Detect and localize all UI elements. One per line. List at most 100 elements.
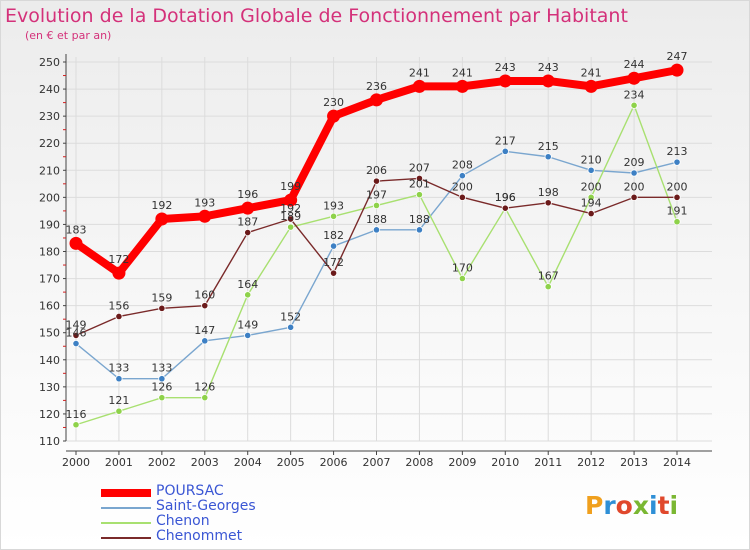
data-label: 215	[538, 140, 559, 153]
legend-label: Chenon	[156, 513, 210, 529]
data-point	[630, 193, 638, 201]
data-point	[670, 63, 684, 77]
data-label: 121	[108, 394, 129, 407]
data-point	[415, 174, 424, 183]
data-point	[544, 283, 552, 291]
data-label: 170	[452, 262, 473, 275]
data-point	[284, 193, 298, 207]
y-tick-label: 170	[39, 273, 60, 286]
legend-label: Chenommet	[156, 528, 243, 544]
data-label: 133	[151, 362, 172, 375]
data-point	[287, 323, 295, 331]
data-label: 146	[66, 327, 87, 340]
logo-letter: P	[585, 491, 604, 520]
y-tick-label: 250	[39, 56, 60, 69]
line-chart: 110 120 130 140 150 160 170 180 190 200 210 220 230 2…	[39, 50, 712, 469]
data-label: 183	[66, 223, 87, 236]
data-label: 201	[409, 178, 430, 191]
logo-letter: i	[669, 491, 679, 520]
x-tick-label: 2011	[534, 456, 562, 469]
y-tick-label: 130	[39, 381, 60, 394]
x-tick-label: 2006	[320, 456, 348, 469]
data-label: 187	[237, 216, 258, 229]
data-point	[115, 375, 123, 383]
x-tick-label: 2003	[191, 456, 219, 469]
data-point	[201, 337, 209, 345]
x-tick-label: 2013	[620, 456, 648, 469]
data-point	[241, 201, 255, 215]
data-label: 247	[667, 50, 688, 63]
data-label: 241	[581, 66, 602, 79]
data-label: 193	[323, 199, 344, 212]
legend-swatch	[101, 507, 151, 509]
axes: 110 120 130 140 150 160 170 180 190 200 210 220 230 2…	[39, 54, 712, 469]
data-label: 149	[66, 318, 87, 331]
data-point	[544, 199, 552, 207]
data-label: 208	[452, 159, 473, 172]
data-point	[673, 158, 681, 166]
data-label: 217	[495, 134, 516, 147]
data-point	[673, 218, 681, 226]
data-point	[412, 79, 426, 93]
data-label: 194	[581, 197, 602, 210]
data-point	[630, 169, 638, 177]
data-label: 241	[409, 66, 430, 79]
data-label: 152	[280, 310, 301, 323]
data-label: 200	[452, 180, 473, 193]
data-label: 196	[237, 188, 258, 201]
data-point	[115, 407, 123, 415]
data-label: 197	[366, 188, 387, 201]
data-point	[673, 193, 681, 201]
y-tick-label: 210	[39, 164, 60, 177]
logo-letter: t	[657, 491, 670, 520]
data-label: 133	[108, 362, 129, 375]
data-point	[327, 109, 341, 123]
data-point	[370, 93, 383, 107]
legend-swatch	[101, 522, 151, 524]
data-label: 126	[151, 381, 172, 394]
data-label: 156	[108, 299, 129, 312]
data-point	[458, 172, 466, 180]
y-tick-label: 120	[39, 408, 60, 421]
x-tick-label: 2005	[277, 456, 305, 469]
y-tick-label: 140	[39, 354, 60, 367]
x-tick-label: 2010	[491, 456, 519, 469]
data-label: 200	[667, 180, 688, 193]
data-label: 188	[366, 213, 387, 226]
x-tick-label: 2009	[448, 456, 476, 469]
x-tick-label: 2001	[105, 456, 133, 469]
data-label: 160	[194, 289, 215, 302]
data-label: 192	[151, 199, 172, 212]
data-label: 243	[538, 61, 559, 74]
data-label: 126	[194, 381, 215, 394]
data-point	[501, 147, 509, 155]
data-label: 147	[194, 324, 215, 337]
data-point	[201, 302, 209, 310]
data-point	[587, 210, 595, 218]
data-label: 188	[409, 213, 430, 226]
data-point	[501, 204, 509, 212]
data-label: 191	[667, 205, 688, 218]
chart-subtitle: (en € et par an)	[25, 29, 112, 42]
legend-label: Saint-Georges	[156, 498, 256, 514]
data-point	[201, 394, 209, 402]
data-point	[244, 228, 252, 237]
data-point	[544, 153, 552, 161]
data-point	[630, 101, 638, 109]
data-label: 206	[366, 164, 387, 177]
x-tick-label: 2012	[577, 456, 605, 469]
logo-letter: i	[649, 491, 658, 520]
data-point	[287, 215, 295, 223]
data-point	[329, 269, 338, 277]
x-tick-label: 2007	[363, 456, 391, 469]
data-point	[587, 193, 595, 201]
data-label: 196	[495, 191, 516, 204]
y-tick-label: 200	[39, 191, 60, 204]
data-point	[458, 274, 466, 283]
legend-label: POURSAC	[156, 483, 224, 499]
data-label: 182	[323, 229, 344, 242]
data-point	[72, 339, 80, 348]
x-tick-label: 2002	[148, 456, 176, 469]
logo-letter: r	[603, 491, 616, 520]
data-point	[372, 226, 381, 234]
